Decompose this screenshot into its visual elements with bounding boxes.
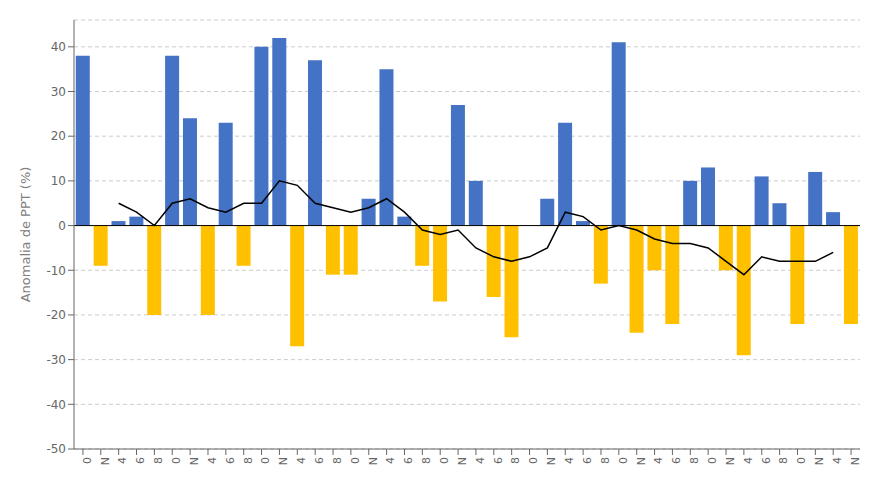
svg-text:Anomalia de PPT (%): Anomalia de PPT (%)	[18, 167, 33, 303]
svg-text:0: 0	[706, 457, 719, 464]
svg-text:6: 6	[134, 457, 147, 464]
svg-text:-40: -40	[46, 398, 66, 412]
svg-text:10: 10	[51, 174, 66, 188]
svg-text:8: 8	[509, 457, 522, 464]
svg-text:30: 30	[51, 85, 66, 99]
svg-text:6: 6	[402, 457, 415, 464]
svg-text:4: 4	[206, 457, 219, 464]
svg-text:4: 4	[831, 457, 844, 464]
svg-text:8: 8	[599, 457, 612, 464]
svg-text:6: 6	[760, 457, 773, 464]
svg-text:N: N	[277, 457, 290, 465]
svg-text:4: 4	[652, 457, 665, 464]
svg-text:0: 0	[527, 457, 540, 464]
svg-text:40: 40	[51, 40, 66, 54]
svg-text:0: 0	[795, 457, 808, 464]
svg-text:0: 0	[349, 457, 362, 464]
svg-text:N: N	[188, 457, 201, 465]
svg-text:4: 4	[742, 457, 755, 464]
svg-text:8: 8	[777, 457, 790, 464]
svg-text:N: N	[813, 457, 826, 465]
svg-text:N: N	[545, 457, 558, 465]
svg-text:N: N	[849, 457, 862, 465]
svg-text:6: 6	[313, 457, 326, 464]
svg-text:-30: -30	[46, 353, 66, 367]
svg-text:4: 4	[563, 457, 576, 464]
svg-text:4: 4	[295, 457, 308, 464]
svg-text:0: 0	[58, 219, 66, 233]
svg-text:N: N	[456, 457, 469, 465]
svg-text:0: 0	[617, 457, 630, 464]
svg-text:8: 8	[420, 457, 433, 464]
svg-text:4: 4	[384, 457, 397, 464]
svg-text:4: 4	[474, 457, 487, 464]
svg-text:0: 0	[170, 457, 183, 464]
svg-text:0: 0	[438, 457, 451, 464]
svg-text:-50: -50	[46, 442, 66, 456]
svg-text:N: N	[635, 457, 648, 465]
svg-text:0: 0	[259, 457, 272, 464]
svg-text:0: 0	[81, 457, 94, 464]
svg-text:N: N	[724, 457, 737, 465]
svg-text:-20: -20	[46, 308, 66, 322]
svg-text:8: 8	[242, 457, 255, 464]
svg-text:N: N	[99, 457, 112, 465]
svg-text:6: 6	[581, 457, 594, 464]
svg-text:6: 6	[670, 457, 683, 464]
svg-text:8: 8	[152, 457, 165, 464]
svg-text:8: 8	[688, 457, 701, 464]
svg-text:20: 20	[51, 129, 66, 143]
svg-text:8: 8	[331, 457, 344, 464]
svg-text:4: 4	[116, 457, 129, 464]
svg-text:N: N	[367, 457, 380, 465]
svg-text:6: 6	[224, 457, 237, 464]
svg-text:-10: -10	[46, 264, 66, 278]
svg-text:6: 6	[492, 457, 505, 464]
